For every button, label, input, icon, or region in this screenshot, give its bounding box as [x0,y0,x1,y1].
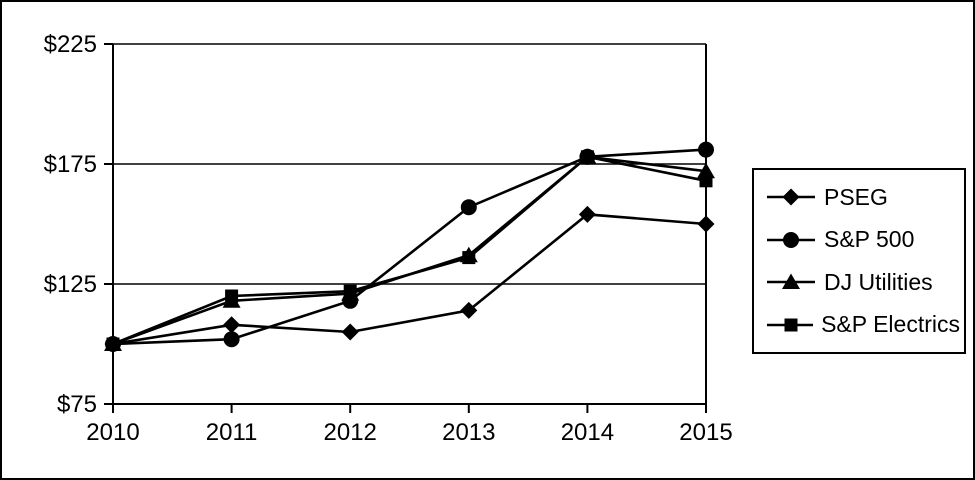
marker-circle [698,141,714,158]
series-line-s-p-electrics [112,155,707,346]
legend-item-dj-utilities: DJ Utilities [766,269,960,296]
marker-triangle [782,273,800,290]
marker-diamond [223,316,241,334]
series-line-s-p-500 [112,148,707,346]
legend-marker-diamond-icon [767,188,815,206]
series-s-p-electrics [106,150,713,351]
marker-square [462,251,476,265]
x-tick-label: 2011 [206,419,258,446]
legend-item-s-p-500: S&P 500 [766,226,960,253]
series-pseg [104,205,715,353]
x-tick-label: 2013 [442,419,495,446]
marker-square [106,337,120,351]
marker-diamond [341,323,359,341]
marker-diamond [578,205,596,223]
y-tick-label: $225 [44,31,97,58]
x-tick-label: 2014 [561,419,614,446]
marker-circle [223,331,240,348]
x-tick-label: 2015 [679,419,732,446]
marker-diamond [697,215,715,233]
legend-marker-square-icon [767,318,814,332]
legend-label: S&P 500 [824,226,915,253]
marker-diamond [782,188,800,206]
x-tick-label: 2010 [86,419,139,446]
marker-square [580,150,594,164]
y-tick-label: $125 [44,271,97,298]
marker-square [699,174,713,188]
x-tick-label: 2012 [324,419,377,446]
marker-square [784,318,798,332]
legend-marker-circle-icon [767,231,815,248]
y-tick-label: $75 [57,391,97,418]
marker-square [343,284,357,298]
legend-item-pseg: PSEG [766,184,960,211]
marker-square [225,289,239,303]
marker-circle [783,231,799,248]
series-line-dj-utilities [112,155,707,346]
chart-legend: PSEG S&P 500 DJ Utilities S&P Electrics [752,168,966,354]
legend-label: PSEG [824,183,888,210]
legend-item-s-p-electrics: S&P Electrics [766,311,960,338]
series-line-pseg [112,213,707,346]
legend-label: DJ Utilities [824,268,933,295]
marker-diamond [460,301,478,319]
legend-label: S&P Electrics [821,311,960,338]
legend-marker-triangle-icon [767,273,815,290]
marker-circle [460,199,477,216]
y-tick-label: $175 [44,151,97,178]
